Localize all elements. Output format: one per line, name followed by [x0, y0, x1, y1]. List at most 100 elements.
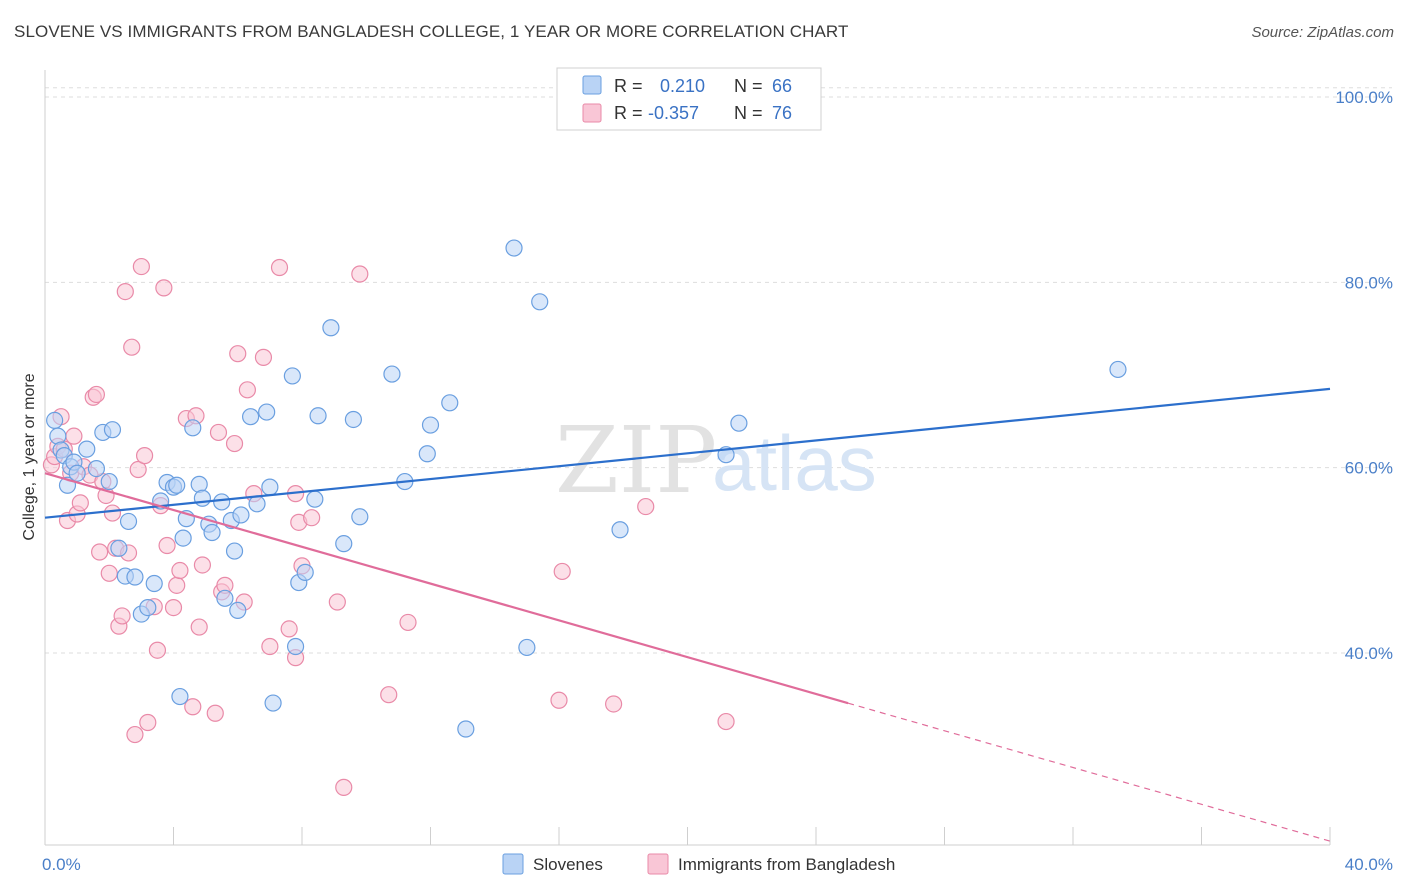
- bangladesh-point-48: [229, 345, 247, 363]
- bangladesh-point-44: [209, 423, 228, 442]
- bangladesh-point-18: [103, 504, 122, 522]
- legend-r-label-1: R =: [614, 76, 643, 96]
- bangladesh-point-62: [335, 778, 353, 796]
- y-tick-label-1: 60.0%: [1345, 459, 1393, 478]
- x-tick-labels: 0.0% 40.0%: [42, 855, 1393, 874]
- bangladesh-point-9: [71, 494, 89, 512]
- slovenes-point-61: [531, 293, 549, 311]
- bangladesh-point-28: [135, 447, 154, 465]
- bangladesh-point-52: [254, 348, 273, 366]
- bangladesh-point-25: [126, 725, 144, 744]
- bangladesh-point-21: [113, 607, 131, 625]
- legend-n-label-2: N =: [734, 103, 763, 123]
- bottom-legend-swatch-slovenes: [502, 853, 524, 875]
- bottom-legend-label-bangladesh: Immigrants from Bangladesh: [678, 855, 895, 874]
- y-tick-label-0: 40.0%: [1345, 644, 1393, 663]
- bangladesh-point-47: [225, 434, 244, 453]
- slovenes-trend-line: [44, 387, 1331, 519]
- bangladesh-point-36: [168, 576, 186, 594]
- slovenes-point-49: [322, 319, 340, 337]
- slovenes-point-18: [139, 598, 157, 617]
- slovenes-point-19: [145, 574, 163, 593]
- y-axis-label: College, 1 year or more: [21, 373, 38, 540]
- legend-n-value-2: 76: [772, 103, 792, 123]
- bangladesh-point-66: [550, 691, 568, 709]
- bangladesh-point-14: [91, 543, 109, 561]
- watermark-zip: ZIP: [555, 407, 717, 514]
- x-tick-label-1: 40.0%: [1345, 855, 1393, 874]
- bangladesh-point-17: [100, 564, 118, 582]
- bangladesh-point-22: [116, 283, 134, 301]
- slovenes-point-32: [213, 493, 231, 511]
- slovenes-point-11: [100, 472, 118, 491]
- legend-n-value-1: 66: [772, 76, 792, 96]
- slovenes-point-57: [441, 394, 459, 412]
- slovenes-point-51: [344, 410, 362, 429]
- slovenes-point-27: [184, 419, 202, 437]
- bangladesh-point-70: [717, 712, 735, 731]
- slovenes-point-47: [306, 490, 324, 508]
- bangladesh-point-69: [637, 497, 655, 516]
- series-slovenes-points: [46, 239, 1127, 738]
- bangladesh-trend-line: [44, 472, 849, 705]
- y-tick-labels: 40.0% 60.0% 80.0% 100.0%: [1335, 88, 1393, 663]
- slovenes-point-65: [1109, 360, 1127, 379]
- bangladesh-point-7: [65, 427, 83, 445]
- legend-r-value-1: 0.210: [660, 76, 705, 96]
- y-tick-label-2: 80.0%: [1345, 273, 1393, 292]
- slovenes-point-59: [505, 239, 523, 257]
- slovenes-point-0: [46, 411, 64, 430]
- bangladesh-point-41: [190, 618, 208, 636]
- source-label: Source: ZipAtlas.com: [1251, 24, 1394, 41]
- slovenes-point-41: [261, 478, 279, 496]
- bangladesh-point-54: [270, 258, 289, 277]
- slovenes-point-7: [68, 464, 86, 482]
- legend-n-label-1: N =: [734, 76, 763, 96]
- bangladesh-point-68: [605, 695, 623, 713]
- bottom-legend-label-slovenes: Slovenes: [533, 855, 603, 874]
- grid-lines: [45, 87, 1392, 654]
- slovenes-point-46: [296, 563, 314, 581]
- bangladesh-point-35: [164, 598, 183, 617]
- y-tick-label-3: 100.0%: [1335, 88, 1393, 107]
- slovenes-point-43: [283, 367, 301, 385]
- bangladesh-point-43: [206, 704, 224, 722]
- bottom-legend-swatch-bangladesh: [647, 853, 669, 875]
- axes: [44, 70, 1331, 846]
- bangladesh-point-65: [399, 613, 417, 632]
- slovenes-point-50: [335, 535, 353, 553]
- bangladesh-point-37: [171, 561, 189, 580]
- slovenes-point-56: [421, 416, 440, 434]
- bangladesh-point-27: [132, 257, 150, 276]
- bangladesh-point-39: [184, 698, 202, 716]
- x-tick-label-0: 0.0%: [42, 855, 81, 874]
- slovenes-point-12: [103, 421, 122, 439]
- slovenes-point-37: [232, 506, 250, 524]
- bangladesh-point-60: [303, 509, 321, 527]
- slovenes-point-15: [119, 512, 138, 531]
- slovenes-point-36: [229, 601, 247, 619]
- bangladesh-point-33: [155, 279, 173, 297]
- bangladesh-point-64: [380, 686, 398, 704]
- bangladesh-point-53: [261, 637, 279, 656]
- trend-lines: [44, 387, 1331, 842]
- slovenes-point-35: [225, 542, 244, 560]
- bangladesh-point-55: [280, 620, 298, 638]
- bangladesh-point-31: [148, 641, 167, 659]
- slovenes-point-13: [110, 539, 128, 557]
- watermark-atlas: atlas: [712, 419, 877, 507]
- slovenes-point-52: [351, 508, 369, 526]
- slovenes-point-16: [126, 568, 144, 586]
- bangladesh-point-42: [193, 556, 212, 574]
- slovenes-point-38: [242, 408, 260, 426]
- slovenes-point-33: [216, 589, 234, 607]
- slovenes-point-62: [611, 521, 629, 539]
- bangladesh-point-50: [238, 381, 256, 399]
- slovenes-point-42: [264, 694, 282, 712]
- slovenes-point-9: [87, 459, 106, 478]
- bangladesh-point-63: [351, 265, 369, 283]
- bangladesh-trend-line-extension: [847, 702, 1331, 842]
- legend: R = 0.210 N = 66 R = -0.357 N = 76: [556, 67, 822, 131]
- slovenes-point-31: [203, 523, 221, 542]
